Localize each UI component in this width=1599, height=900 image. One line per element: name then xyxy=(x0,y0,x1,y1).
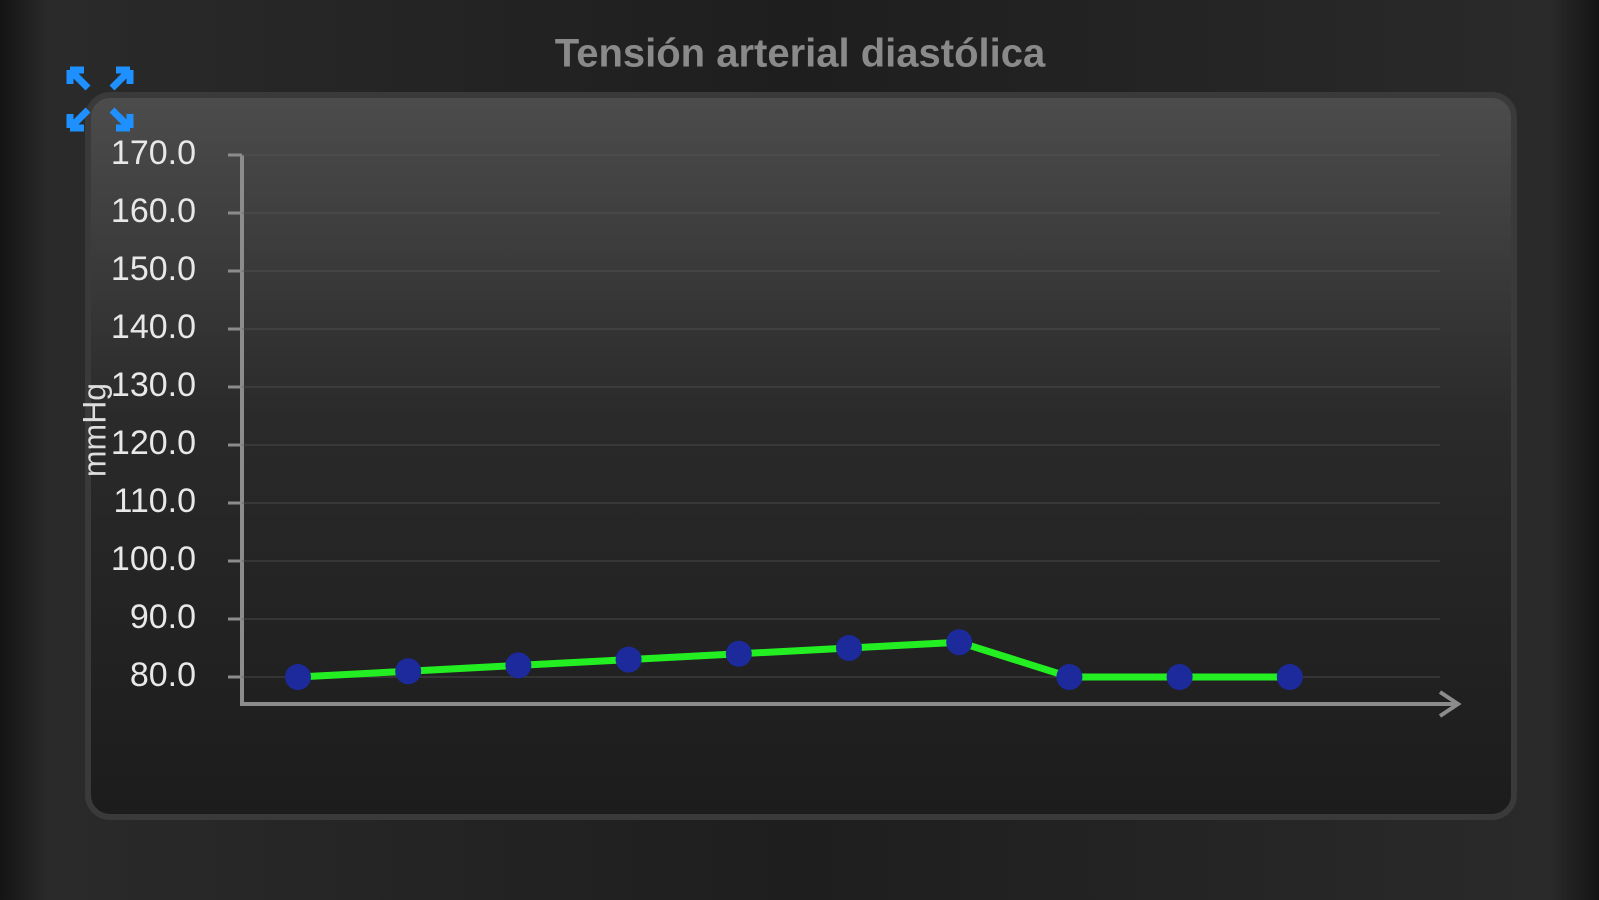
y-tick-label: 120.0 xyxy=(111,424,196,462)
y-tick-label: 100.0 xyxy=(111,540,196,578)
data-line xyxy=(297,638,1290,681)
x-axis-arrow xyxy=(1438,690,1462,718)
y-tick-label: 130.0 xyxy=(111,366,196,404)
data-point xyxy=(836,635,862,661)
data-point xyxy=(1276,664,1303,690)
chart-title: Tensión arterial diastólica xyxy=(555,32,1046,76)
data-point xyxy=(1056,664,1083,690)
data-point xyxy=(946,629,973,656)
y-tick-label: 160.0 xyxy=(111,192,196,230)
data-point xyxy=(615,646,642,673)
y-tick-label: 80.0 xyxy=(130,656,196,694)
y-tick-label: 150.0 xyxy=(111,250,196,288)
data-point xyxy=(725,640,752,667)
y-tick-label: 170.0 xyxy=(111,134,196,172)
y-axis-label: mmHg xyxy=(76,383,112,477)
data-point xyxy=(285,664,311,690)
y-tick-label: 140.0 xyxy=(111,308,196,346)
data-point xyxy=(1166,664,1193,690)
y-tick-label: 90.0 xyxy=(130,598,196,636)
y-tick-label: 110.0 xyxy=(113,482,196,520)
data-point xyxy=(505,652,532,679)
data-point xyxy=(395,658,422,685)
plot-panel xyxy=(85,92,1517,820)
expand-icon[interactable] xyxy=(66,66,134,132)
